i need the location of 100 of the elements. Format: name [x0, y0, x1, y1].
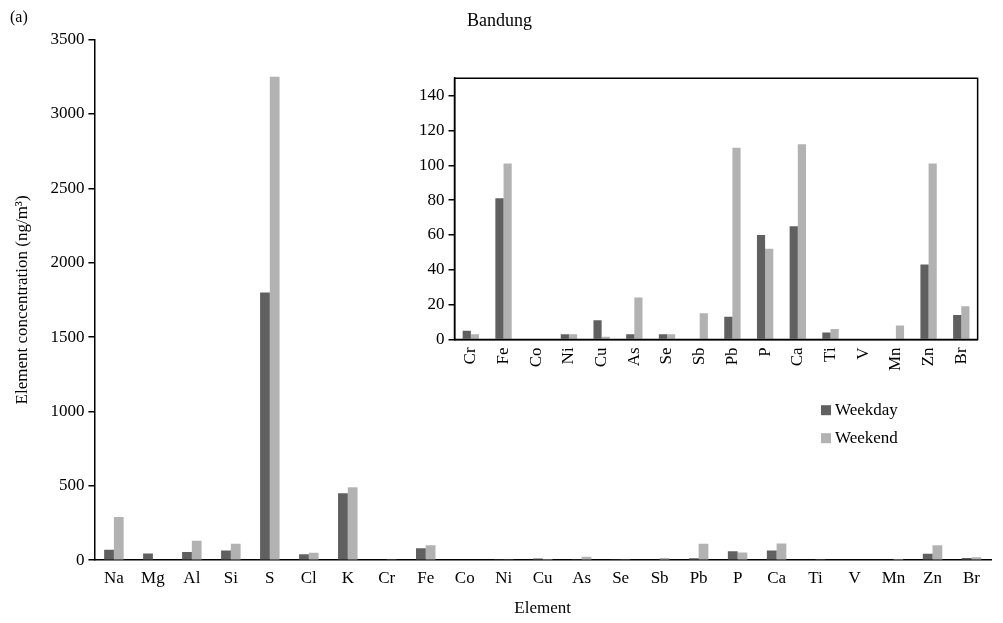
bar: [727, 551, 738, 560]
bar: [634, 297, 643, 339]
x-tick-label: Br: [963, 567, 981, 587]
x-tick-label: Cu: [532, 567, 554, 587]
y-tick-label: 80: [427, 189, 445, 209]
bar: [961, 306, 970, 339]
bar: [830, 328, 839, 339]
y-tick-label: 0: [75, 549, 85, 569]
bar: [568, 334, 578, 339]
y-tick-label: 1500: [50, 326, 85, 346]
y-tick-label: 2500: [50, 177, 85, 197]
bar: [416, 548, 426, 560]
bar: [737, 552, 748, 560]
x-tick-label: Co: [525, 347, 545, 368]
x-tick-label: P: [754, 347, 774, 357]
x-tick-label: Ca: [767, 567, 787, 587]
bar: [658, 334, 668, 339]
bar: [822, 332, 831, 339]
x-tick-label: Si: [223, 567, 239, 587]
bar: [230, 543, 241, 560]
x-tick-label: Pb: [689, 567, 708, 587]
y-axis-title: Element concentration (ng/m³): [11, 195, 31, 405]
bar: [191, 540, 202, 560]
bar: [765, 248, 774, 339]
bar: [789, 226, 798, 339]
bar: [932, 545, 943, 560]
x-tick-label: Se: [656, 347, 676, 365]
y-tick-label: 140: [419, 85, 445, 105]
x-tick-label: Ti: [808, 567, 824, 587]
bar: [732, 147, 741, 339]
y-tick-label: 40: [427, 259, 445, 279]
bar: [308, 552, 319, 560]
bar: [260, 292, 270, 560]
x-axis-title: Element: [514, 598, 572, 618]
bar: [626, 334, 635, 339]
x-tick-label: P: [732, 567, 743, 587]
y-tick-label: 60: [427, 224, 445, 244]
x-tick-label: Mn: [881, 567, 906, 587]
y-tick-label: 3500: [50, 29, 85, 49]
bar: [338, 493, 348, 560]
x-tick-label: Sb: [650, 567, 669, 587]
bar: [756, 234, 766, 339]
bar: [470, 334, 480, 339]
x-tick-label: Zn: [923, 567, 943, 587]
bar: [971, 557, 982, 560]
x-tick-label: V: [852, 346, 872, 360]
bar: [503, 163, 512, 339]
x-tick-label: Fe: [493, 347, 513, 365]
y-tick-label: 20: [427, 294, 445, 314]
x-tick-label: Cr: [378, 567, 396, 587]
bar: [221, 550, 231, 560]
x-tick-label: Al: [183, 567, 201, 587]
bar: [269, 76, 280, 560]
bar: [299, 554, 309, 560]
x-tick-label: Cl: [300, 567, 318, 587]
x-tick-label: Na: [103, 567, 125, 587]
x-tick-label: As: [572, 567, 592, 587]
x-tick-label: Cu: [591, 346, 611, 368]
bar: [113, 517, 124, 560]
bar: [797, 144, 806, 339]
legend-label: Weekend: [835, 427, 899, 447]
bar: [920, 264, 929, 339]
text: (a): [10, 8, 28, 27]
bar: [895, 325, 905, 339]
legend-label: Weekday: [835, 399, 899, 419]
y-tick-label: 0: [436, 328, 445, 348]
x-tick-label: Ca: [787, 346, 807, 367]
y-tick-label: 120: [419, 119, 445, 139]
x-tick-label: Fe: [417, 567, 435, 587]
bar: [922, 553, 933, 560]
y-tick-label: 2000: [50, 252, 85, 272]
y-tick-label: 100: [419, 154, 445, 174]
bar: [593, 320, 602, 339]
bar: [347, 487, 358, 560]
bar: [953, 315, 962, 339]
x-tick-label: Sb: [689, 347, 709, 366]
bar: [724, 316, 733, 339]
chart-title: Bandung: [467, 9, 532, 30]
x-tick-label: K: [341, 567, 355, 587]
x-tick-label: V: [848, 567, 862, 587]
x-tick-label: Se: [612, 567, 630, 587]
x-tick-label: Mg: [141, 567, 166, 587]
y-tick-label: 1000: [50, 400, 85, 420]
bar: [928, 163, 937, 339]
bar: [495, 198, 504, 339]
y-tick-label: 500: [58, 475, 85, 495]
y-tick-label: 3000: [50, 103, 85, 123]
x-tick-label: Pb: [721, 347, 741, 366]
bar: [104, 549, 114, 560]
x-tick-label: Ni: [558, 347, 578, 365]
x-tick-label: Cr: [460, 347, 480, 365]
bar: [766, 550, 777, 560]
bar: [182, 552, 192, 560]
x-tick-label: Zn: [918, 346, 938, 367]
bar: [667, 334, 676, 339]
bar: [699, 313, 708, 339]
x-tick-label: Co: [454, 567, 475, 587]
x-tick-label: Ti: [819, 347, 839, 362]
x-tick-label: Mn: [885, 346, 905, 372]
bar: [462, 330, 471, 339]
